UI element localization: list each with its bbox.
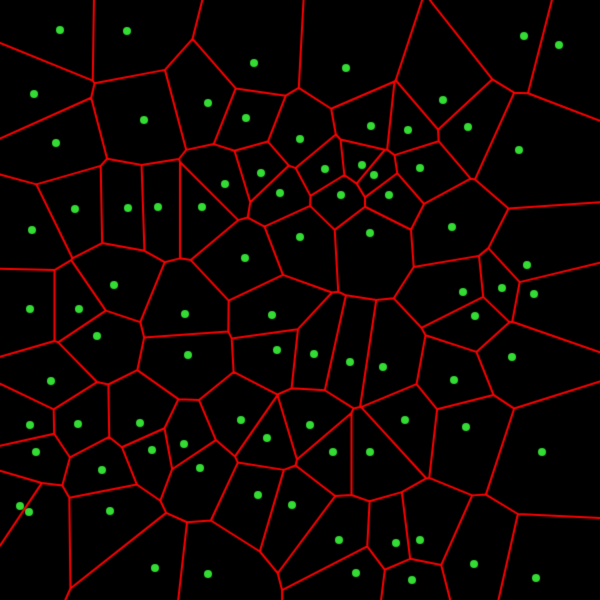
voronoi-diagram (0, 0, 600, 600)
